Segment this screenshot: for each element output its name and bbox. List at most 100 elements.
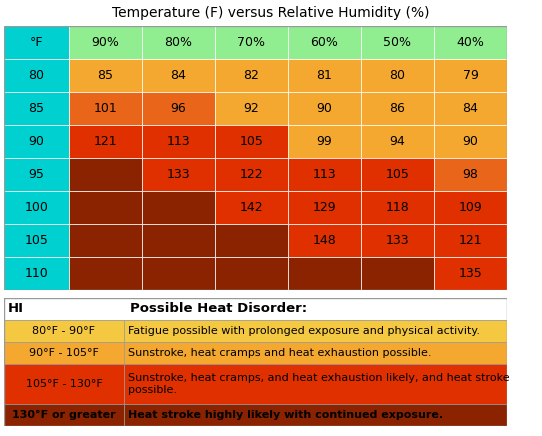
Bar bbox=[124, 364, 507, 404]
Bar bbox=[69, 92, 142, 125]
Text: 90%: 90% bbox=[92, 36, 119, 49]
Text: 121: 121 bbox=[94, 135, 117, 148]
Bar bbox=[142, 125, 215, 158]
Text: 79: 79 bbox=[462, 69, 479, 82]
Text: 95: 95 bbox=[29, 168, 44, 181]
Bar bbox=[288, 92, 361, 125]
Bar bbox=[142, 224, 215, 257]
Text: 90: 90 bbox=[462, 135, 479, 148]
Bar bbox=[215, 158, 288, 191]
Text: 122: 122 bbox=[240, 168, 263, 181]
Text: 109: 109 bbox=[459, 201, 482, 214]
Text: Temperature (F) versus Relative Humidity (%): Temperature (F) versus Relative Humidity… bbox=[112, 6, 430, 20]
Bar bbox=[434, 257, 507, 290]
Text: 105°F - 130°F: 105°F - 130°F bbox=[25, 379, 102, 389]
Bar bbox=[434, 125, 507, 158]
Bar bbox=[69, 191, 142, 224]
Text: Heat stroke highly likely with continued exposure.: Heat stroke highly likely with continued… bbox=[128, 410, 443, 420]
Text: 92: 92 bbox=[243, 102, 260, 115]
Bar bbox=[215, 125, 288, 158]
Bar bbox=[69, 125, 142, 158]
Bar bbox=[215, 191, 288, 224]
Bar bbox=[142, 59, 215, 92]
Bar bbox=[434, 191, 507, 224]
Text: Sunstroke, heat cramps, and heat exhaustion likely, and heat stroke
possible.: Sunstroke, heat cramps, and heat exhaust… bbox=[128, 373, 509, 395]
Bar bbox=[361, 158, 434, 191]
Bar bbox=[124, 320, 507, 342]
Bar bbox=[4, 125, 69, 158]
Bar bbox=[215, 257, 288, 290]
Text: 129: 129 bbox=[313, 201, 337, 214]
Text: 113: 113 bbox=[167, 135, 190, 148]
Text: 80%: 80% bbox=[165, 36, 192, 49]
Bar bbox=[361, 191, 434, 224]
Text: 105: 105 bbox=[385, 168, 409, 181]
Text: 133: 133 bbox=[167, 168, 190, 181]
Bar bbox=[69, 224, 142, 257]
Text: 85: 85 bbox=[98, 69, 113, 82]
Text: 90: 90 bbox=[29, 135, 44, 148]
Bar bbox=[69, 59, 142, 92]
Text: 142: 142 bbox=[240, 201, 263, 214]
Text: 101: 101 bbox=[94, 102, 118, 115]
Text: Fatigue possible with prolonged exposure and physical activity.: Fatigue possible with prolonged exposure… bbox=[128, 326, 480, 336]
Bar bbox=[142, 257, 215, 290]
Bar bbox=[434, 26, 507, 59]
Bar bbox=[4, 320, 124, 342]
Bar bbox=[361, 257, 434, 290]
Bar bbox=[288, 191, 361, 224]
Text: Sunstroke, heat cramps and heat exhaustion possible.: Sunstroke, heat cramps and heat exhausti… bbox=[128, 348, 431, 358]
Bar bbox=[288, 59, 361, 92]
Text: 94: 94 bbox=[390, 135, 405, 148]
Bar bbox=[288, 224, 361, 257]
Bar bbox=[142, 158, 215, 191]
Text: 121: 121 bbox=[459, 234, 482, 247]
Bar bbox=[288, 257, 361, 290]
Text: 130°F or greater: 130°F or greater bbox=[12, 410, 116, 420]
Bar bbox=[142, 191, 215, 224]
Bar bbox=[361, 224, 434, 257]
Text: 85: 85 bbox=[29, 102, 44, 115]
Text: 84: 84 bbox=[171, 69, 186, 82]
Bar bbox=[69, 158, 142, 191]
Bar bbox=[215, 224, 288, 257]
Bar bbox=[4, 404, 124, 426]
Bar bbox=[124, 342, 507, 364]
Text: Possible Heat Disorder:: Possible Heat Disorder: bbox=[130, 303, 307, 316]
Bar bbox=[4, 257, 69, 290]
Bar bbox=[4, 59, 69, 92]
Text: 80: 80 bbox=[29, 69, 44, 82]
Bar bbox=[4, 158, 69, 191]
Bar bbox=[142, 92, 215, 125]
Text: 135: 135 bbox=[459, 267, 482, 280]
Text: 148: 148 bbox=[313, 234, 337, 247]
Bar bbox=[288, 26, 361, 59]
Bar bbox=[215, 92, 288, 125]
Bar bbox=[4, 224, 69, 257]
Bar bbox=[215, 26, 288, 59]
Text: 80: 80 bbox=[390, 69, 405, 82]
Bar bbox=[434, 92, 507, 125]
Bar bbox=[215, 59, 288, 92]
Bar bbox=[361, 26, 434, 59]
Bar bbox=[142, 26, 215, 59]
Bar bbox=[4, 364, 124, 404]
Bar bbox=[361, 92, 434, 125]
Bar bbox=[69, 26, 142, 59]
Text: 60%: 60% bbox=[311, 36, 338, 49]
Bar bbox=[124, 404, 507, 426]
Text: 40%: 40% bbox=[456, 36, 485, 49]
Bar bbox=[361, 125, 434, 158]
Text: 100: 100 bbox=[24, 201, 48, 214]
Bar bbox=[434, 158, 507, 191]
Text: 105: 105 bbox=[240, 135, 263, 148]
Text: °F: °F bbox=[30, 36, 43, 49]
Bar bbox=[4, 342, 124, 364]
Text: 80°F - 90°F: 80°F - 90°F bbox=[33, 326, 95, 336]
Text: 113: 113 bbox=[313, 168, 337, 181]
Bar bbox=[288, 158, 361, 191]
Bar bbox=[4, 298, 507, 320]
Bar bbox=[434, 224, 507, 257]
Text: HI: HI bbox=[8, 303, 24, 316]
Text: 90: 90 bbox=[317, 102, 332, 115]
